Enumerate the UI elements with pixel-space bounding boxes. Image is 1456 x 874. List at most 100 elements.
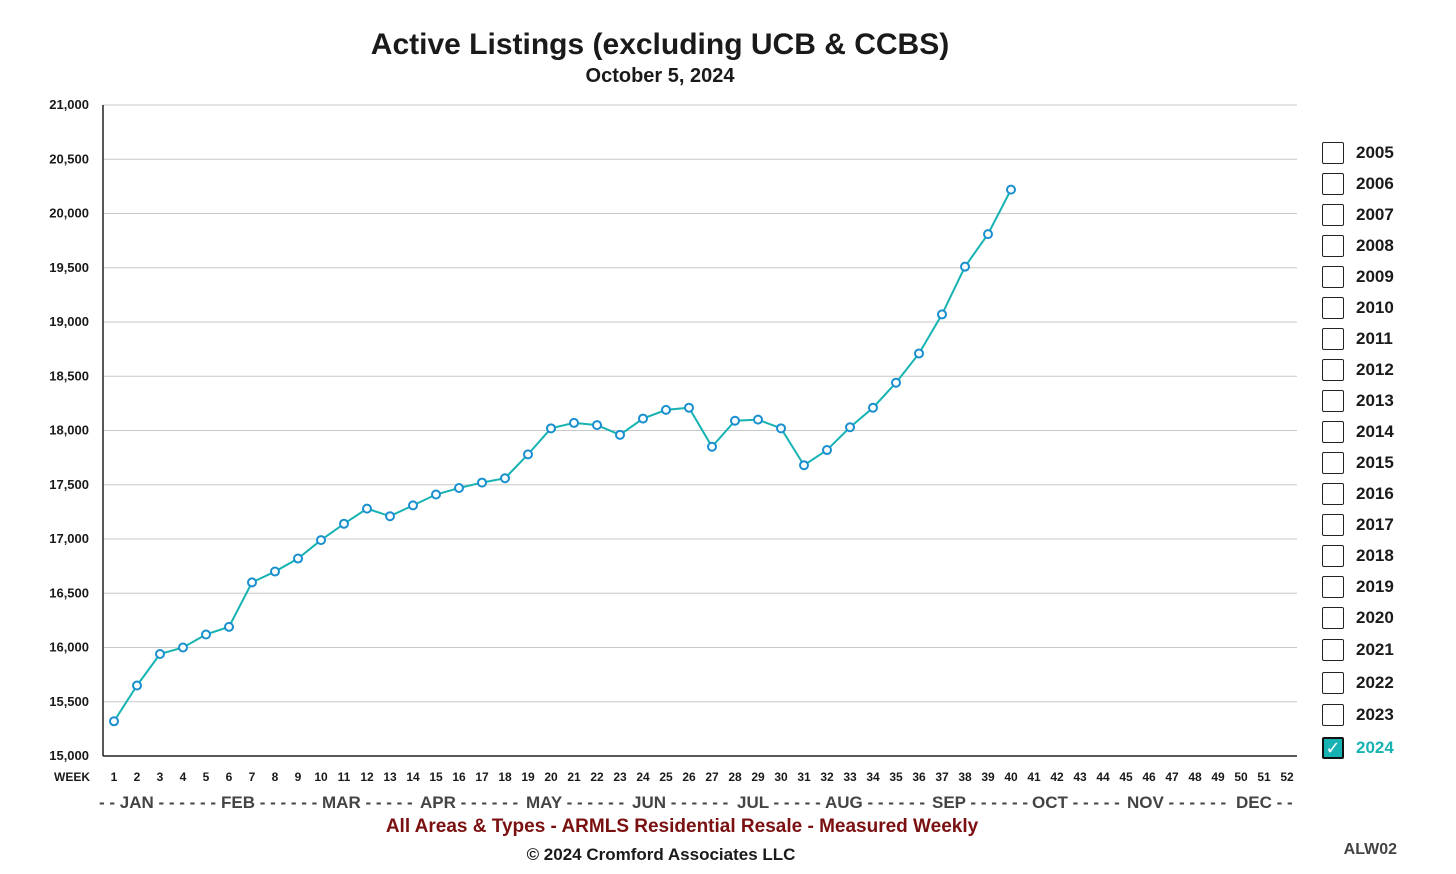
legend-checkbox[interactable]: ✓	[1322, 173, 1344, 195]
x-tick-label: 8	[272, 770, 279, 784]
x-tick-label: 26	[682, 770, 696, 784]
month-label: JUL - - - - -	[737, 793, 821, 812]
x-tick-label: 49	[1211, 770, 1225, 784]
month-label: - - JAN - - - - - -	[99, 793, 216, 812]
y-tick-label: 19,000	[49, 314, 89, 329]
data-point	[914, 348, 924, 359]
legend-checkbox[interactable]: ✓	[1322, 390, 1344, 412]
y-tick-label: 19,500	[49, 260, 89, 275]
legend-item-2005[interactable]: ✓ 2005	[1322, 140, 1394, 166]
legend-checkbox[interactable]: ✓	[1322, 704, 1344, 726]
legend-item-2016[interactable]: ✓ 2016	[1322, 481, 1394, 507]
y-tick-label: 18,500	[49, 368, 89, 383]
legend-checkbox[interactable]: ✓	[1322, 672, 1344, 694]
x-tick-label: 29	[751, 770, 765, 784]
x-tick-label: 18	[498, 770, 512, 784]
legend-checkbox[interactable]: ✓	[1322, 607, 1344, 629]
month-label: JUN - - - - - -	[632, 793, 728, 812]
legend-item-2008[interactable]: ✓ 2008	[1322, 233, 1394, 259]
data-point	[155, 649, 165, 660]
x-tick-label: 23	[613, 770, 627, 784]
chart-title: Active Listings (excluding UCB & CCBS)	[371, 28, 949, 61]
data-point	[1006, 184, 1016, 195]
legend-item-2009[interactable]: ✓ 2009	[1322, 264, 1394, 290]
x-tick-label: 25	[659, 770, 673, 784]
month-label: SEP - - - - - -	[932, 793, 1028, 812]
x-tick-label: 3	[157, 770, 164, 784]
chart-subtitle: October 5, 2024	[586, 65, 736, 87]
legend-label: 2012	[1356, 360, 1394, 379]
legend-item-2013[interactable]: ✓ 2013	[1322, 388, 1394, 414]
data-point	[983, 229, 993, 240]
x-tick-label: 33	[843, 770, 857, 784]
x-tick-label: 31	[797, 770, 811, 784]
y-tick-label: 17,500	[49, 477, 89, 492]
legend-item-2018[interactable]: ✓ 2018	[1322, 543, 1394, 569]
data-point	[339, 518, 349, 529]
legend-checkbox[interactable]: ✓	[1322, 737, 1344, 759]
legend-item-2023[interactable]: ✓ 2023	[1322, 702, 1394, 728]
legend-item-2011[interactable]: ✓ 2011	[1322, 326, 1393, 352]
legend-label: 2018	[1356, 546, 1394, 565]
legend-checkbox[interactable]: ✓	[1322, 359, 1344, 381]
check-icon: ✓	[1325, 738, 1341, 758]
y-tick-label: 17,000	[49, 531, 89, 546]
legend-label: 2007	[1356, 205, 1394, 224]
legend-item-2015[interactable]: ✓ 2015	[1322, 450, 1394, 476]
x-tick-label: 47	[1165, 770, 1179, 784]
legend-item-2020[interactable]: ✓ 2020	[1322, 605, 1394, 631]
legend-checkbox[interactable]: ✓	[1322, 483, 1344, 505]
legend-checkbox[interactable]: ✓	[1322, 452, 1344, 474]
data-point	[454, 483, 464, 494]
legend-item-2012[interactable]: ✓ 2012	[1322, 357, 1394, 383]
legend-item-2022[interactable]: ✓ 2022	[1322, 670, 1394, 696]
legend-label: 2009	[1356, 267, 1394, 286]
legend-checkbox[interactable]: ✓	[1322, 297, 1344, 319]
x-tick-label: 45	[1119, 770, 1133, 784]
legend-item-2021[interactable]: ✓ 2021	[1322, 637, 1394, 663]
legend-item-2017[interactable]: ✓ 2017	[1322, 512, 1394, 538]
x-tick-label: 52	[1280, 770, 1294, 784]
x-tick-label: 30	[774, 770, 788, 784]
legend-item-2019[interactable]: ✓ 2019	[1322, 574, 1394, 600]
x-tick-label: 2	[134, 770, 141, 784]
legend-item-2007[interactable]: ✓ 2007	[1322, 202, 1394, 228]
legend-checkbox[interactable]: ✓	[1322, 639, 1344, 661]
month-label: MAY - - - - - -	[526, 793, 624, 812]
legend-checkbox[interactable]: ✓	[1322, 266, 1344, 288]
legend-checkbox[interactable]: ✓	[1322, 545, 1344, 567]
legend-checkbox[interactable]: ✓	[1322, 142, 1344, 164]
y-tick-label: 16,500	[49, 585, 89, 600]
data-point	[592, 420, 602, 431]
x-tick-label: 38	[958, 770, 972, 784]
x-tick-label: 42	[1050, 770, 1064, 784]
month-label: DEC - -	[1236, 793, 1293, 812]
y-tick-label: 15,000	[49, 748, 89, 763]
legend-checkbox[interactable]: ✓	[1322, 421, 1344, 443]
legend-item-2014[interactable]: ✓ 2014	[1322, 419, 1394, 445]
legend-label: 2020	[1356, 608, 1394, 627]
legend-checkbox[interactable]: ✓	[1322, 514, 1344, 536]
data-point	[960, 261, 970, 272]
data-point	[385, 511, 395, 522]
legend-item-2006[interactable]: ✓ 2006	[1322, 171, 1394, 197]
data-point	[178, 642, 188, 653]
y-tick-label: 15,500	[49, 694, 89, 709]
legend-label: 2019	[1356, 577, 1394, 596]
legend-label: 2008	[1356, 236, 1394, 255]
legend-checkbox[interactable]: ✓	[1322, 328, 1344, 350]
legend-checkbox[interactable]: ✓	[1322, 576, 1344, 598]
x-tick-label: 12	[360, 770, 374, 784]
legend-label: 2024	[1356, 738, 1394, 757]
legend-item-2024[interactable]: ✓ 2024	[1322, 735, 1394, 761]
data-point	[477, 477, 487, 488]
legend-checkbox[interactable]: ✓	[1322, 204, 1344, 226]
legend-item-2010[interactable]: ✓ 2010	[1322, 295, 1394, 321]
x-tick-label: 44	[1096, 770, 1110, 784]
data-point	[431, 489, 441, 500]
month-label: OCT - - - - -	[1032, 793, 1120, 812]
legend-checkbox[interactable]: ✓	[1322, 235, 1344, 257]
y-tick-label: 21,000	[49, 97, 89, 112]
x-tick-label: 43	[1073, 770, 1087, 784]
